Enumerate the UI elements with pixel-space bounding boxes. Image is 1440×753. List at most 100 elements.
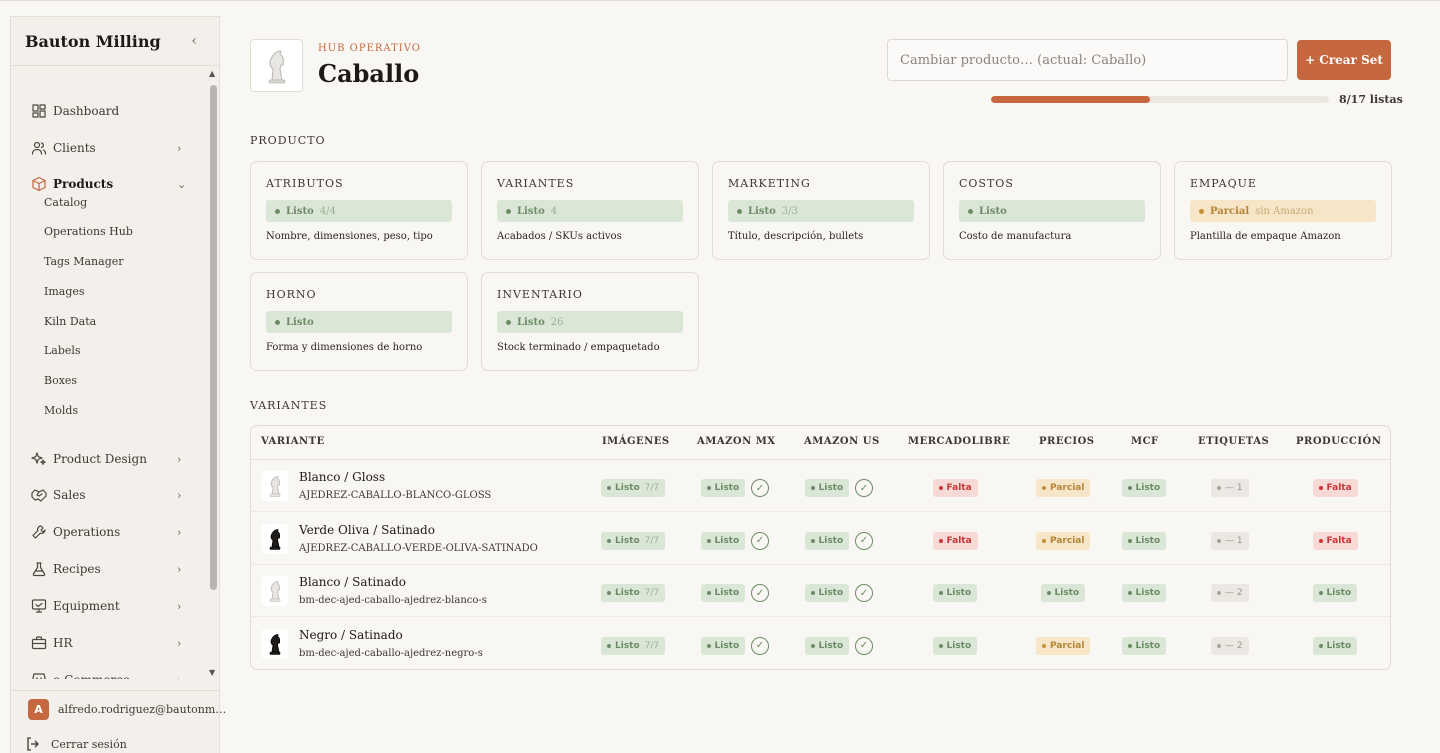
sidebar-item-sales[interactable]: Sales › [11,480,207,510]
amazon-mx-status-badge[interactable]: Listo [700,479,746,497]
check-circle-icon[interactable]: ✓ [751,636,769,655]
change-product-input[interactable] [887,39,1288,81]
sidebar-nav: Dashboard Clients › Products ⌄ Product Design… [11,67,207,679]
sidebar-item-clients[interactable]: Clients › [11,133,207,163]
sidebar-subitem-catalog[interactable]: Catalog [44,196,88,209]
sidebar-subitem-operations-hub[interactable]: Operations Hub [44,225,133,238]
amazon-mx-status-badge[interactable]: Listo [700,531,746,550]
images-status-badge[interactable]: Listo 7/7 [601,531,666,550]
status-dot-icon [810,591,815,595]
status-dot-icon [1318,538,1323,543]
produccion-status-badge[interactable]: Listo [1312,636,1358,655]
scroll-up-arrow-icon[interactable]: ▲ [209,69,216,78]
sidebar-item-dashboard[interactable]: Dashboard [11,96,207,126]
produccion-status-badge[interactable]: Falta [1312,479,1358,497]
sidebar-subitem-labels[interactable]: Labels [44,344,81,357]
etiquetas-status-badge[interactable]: — 2 [1211,636,1249,655]
create-set-button[interactable]: + Crear Set [1297,40,1391,80]
precios-status-badge[interactable]: Listo [1040,584,1086,602]
images-status-badge[interactable]: Listo 7/7 [601,479,666,497]
amazon-mx-status-badge[interactable]: Listo [700,636,746,655]
table-row[interactable]: Blanco / Satinado bm-dec-ajed-caballo-aje… [251,565,1390,617]
amazon-us-status-badge[interactable]: Listo [804,479,850,497]
card-costos[interactable]: COSTOS Listo Costo de manufactura [943,161,1161,260]
sidebar-subitem-kiln-data[interactable]: Kiln Data [44,315,97,328]
mercadolibre-status-badge[interactable]: Listo [932,636,978,655]
mcf-status-badge[interactable]: Listo [1121,531,1167,550]
check-circle-icon[interactable]: ✓ [855,479,873,497]
column-header-mercadolibre[interactable]: MERCADOLIBRE [908,436,1011,447]
check-circle-icon[interactable]: ✓ [751,479,769,497]
card-empaque[interactable]: EMPAQUE Parcial sin Amazon Plantilla de emp… [1174,161,1392,260]
images-status-badge[interactable]: Listo 7/7 [601,584,666,602]
column-header-variante[interactable]: VARIANTE [261,436,325,447]
sidebar-item-e-commerce[interactable]: e-Commerce › [11,665,207,679]
mcf-status-badge[interactable]: Listo [1121,636,1167,655]
precios-status-badge[interactable]: Parcial [1036,636,1091,655]
etiquetas-status-badge[interactable]: — 1 [1211,531,1249,550]
mcf-status-badge[interactable]: Listo [1121,479,1167,497]
sidebar-item-operations[interactable]: Operations › [11,517,207,547]
produccion-status-badge[interactable]: Falta [1312,531,1358,550]
status-dot-icon [1217,486,1221,490]
sidebar-item-product-design[interactable]: Product Design › [11,444,207,474]
check-circle-icon[interactable]: ✓ [855,636,873,655]
scrollbar-thumb[interactable] [210,85,217,590]
sidebar-subitem-boxes[interactable]: Boxes [44,374,78,387]
table-row[interactable]: Negro / Satinado bm-dec-ajed-caballo-ajed… [251,618,1390,670]
etiquetas-status-badge[interactable]: — 1 [1211,479,1249,497]
etiquetas-status-badge[interactable]: — 2 [1211,584,1249,602]
check-circle-icon[interactable]: ✓ [751,531,769,550]
card-variantes[interactable]: VARIANTES Listo 4 Acabados / SKUs activos [481,161,699,260]
sidebar-subitem-molds[interactable]: Molds [44,404,79,417]
table-row[interactable]: Verde Oliva / Satinado AJEDREZ-CABALLO-VE… [251,513,1390,565]
check-circle-icon[interactable]: ✓ [855,584,873,602]
status-dot-icon [275,208,280,214]
produccion-status-badge[interactable]: Listo [1312,584,1358,602]
precios-status-badge[interactable]: Parcial [1036,479,1091,497]
avatar[interactable]: A [28,699,49,720]
column-header-etiquetas[interactable]: ETIQUETAS [1198,436,1270,447]
card-atributos[interactable]: ATRIBUTOS Listo 4/4 Nombre, dimensiones, pe… [250,161,468,260]
mcf-status-badge[interactable]: Listo [1121,584,1167,602]
sidebar: Bauton Milling ‹ Dashboard Clients › Produc… [10,16,226,753]
precios-status-badge[interactable]: Parcial [1036,531,1091,550]
amazon-us-status-badge[interactable]: Listo [804,531,850,550]
check-circle-icon[interactable]: ✓ [751,584,769,602]
card-marketing[interactable]: MARKETING Listo 3/3 Título, descripción, bu… [712,161,930,260]
check-circle-icon[interactable]: ✓ [855,531,873,550]
sidebar-item-products[interactable]: Products ⌄ [11,169,207,199]
sidebar-item-recipes[interactable]: Recipes › [11,554,207,584]
column-header-mcf[interactable]: MCF [1131,436,1159,447]
table-row[interactable]: Blanco / Gloss AJEDREZ-CABALLO-BLANCO-GLO… [251,460,1390,512]
scroll-down-arrow-icon[interactable]: ▼ [209,668,216,677]
column-header-amazon-us[interactable]: AMAZON US [804,436,880,447]
sidebar-item-hr[interactable]: HR › [11,628,207,658]
column-header-amazon-mx[interactable]: AMAZON MX [697,436,776,447]
status-dot-icon [706,591,711,595]
amazon-us-status-badge[interactable]: Listo [804,584,850,602]
card-inventario[interactable]: INVENTARIO Listo 26 Stock terminado / empaq… [481,272,699,371]
mercadolibre-status-badge[interactable]: Listo [932,584,978,602]
status-dot-icon [737,208,742,214]
column-header-im-genes[interactable]: IMÁGENES [602,436,670,447]
badge-label: Parcial [1050,483,1085,493]
logout-button[interactable]: Cerrar sesión [25,736,127,752]
column-header-precios[interactable]: PRECIOS [1039,436,1095,447]
images-status-badge[interactable]: Listo 7/7 [601,636,666,655]
collapse-sidebar-icon[interactable]: ‹ [191,33,197,49]
sidebar-item-equipment[interactable]: Equipment › [11,591,207,621]
card-status-pill: Parcial sin Amazon [1190,200,1376,222]
sidebar-subitem-images[interactable]: Images [44,285,85,298]
amazon-mx-status-badge[interactable]: Listo [700,584,746,602]
badge-detail: 7/7 [644,535,660,546]
status-dot-icon [275,319,280,325]
mercadolibre-status-badge[interactable]: Falta [932,479,978,497]
sidebar-scrollbar[interactable]: ▲ ▼ [208,69,219,677]
status-dot-icon [1217,643,1221,648]
card-horno[interactable]: HORNO Listo Forma y dimensiones de horno [250,272,468,371]
column-header-producci-n[interactable]: PRODUCCIÓN [1296,436,1382,447]
mercadolibre-status-badge[interactable]: Falta [932,531,978,550]
amazon-us-status-badge[interactable]: Listo [804,636,850,655]
sidebar-subitem-tags-manager[interactable]: Tags Manager [44,255,124,268]
